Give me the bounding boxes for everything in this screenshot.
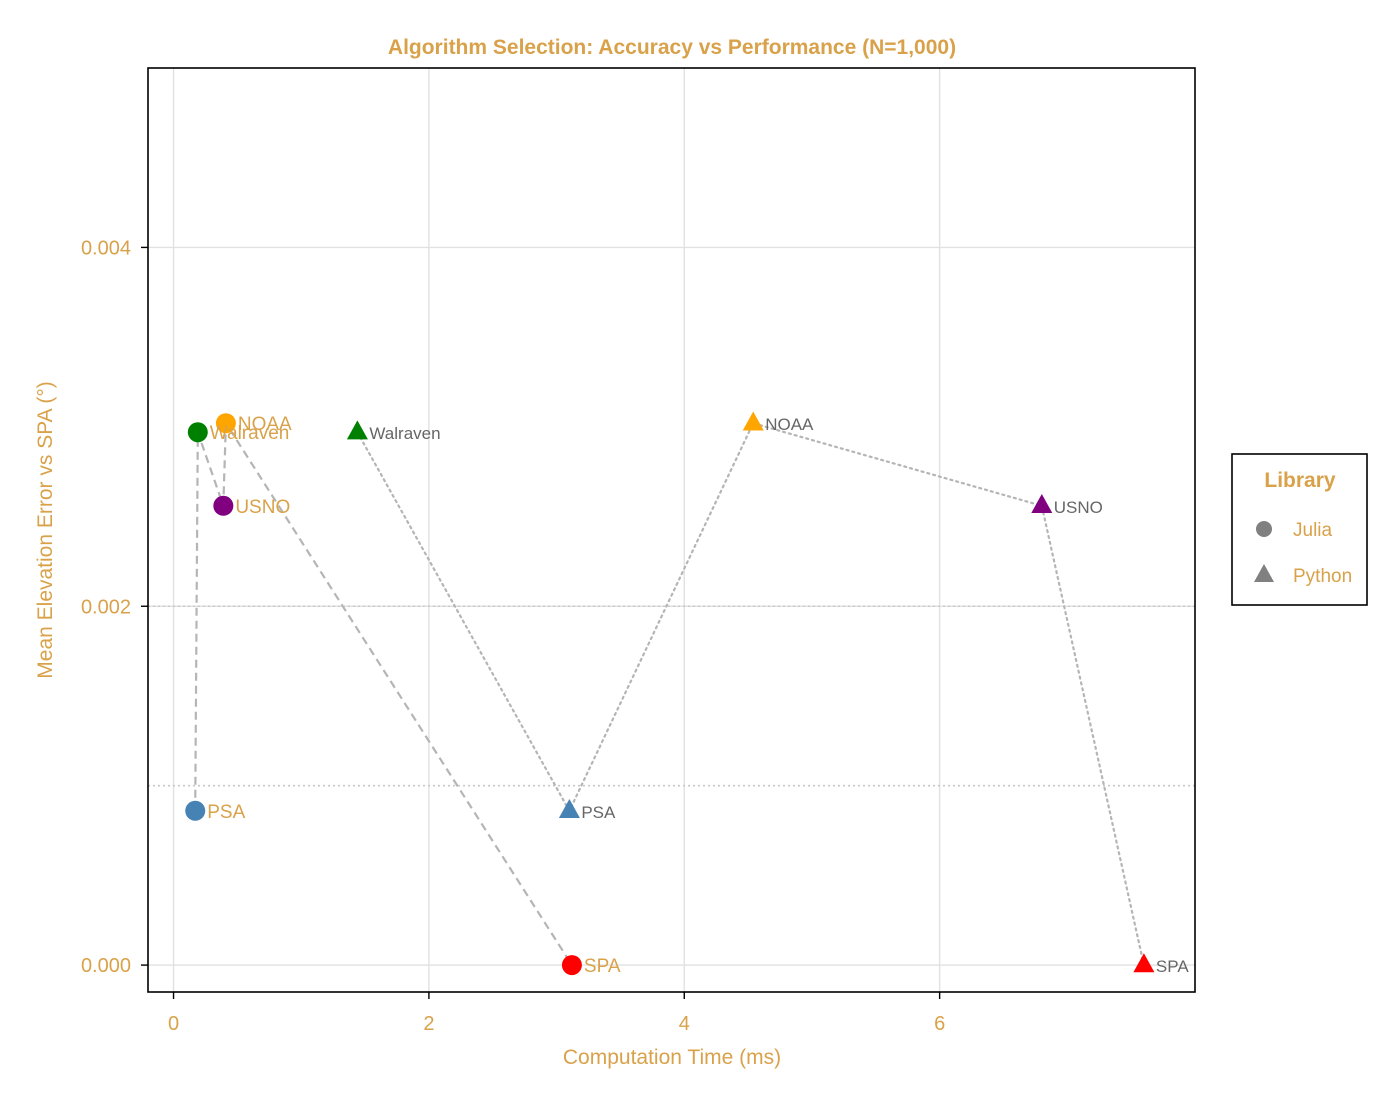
- y-tick-label: 0.000: [81, 955, 131, 977]
- marker-julia-usno: [213, 495, 234, 516]
- legend-label-python: Python: [1293, 566, 1352, 587]
- marker-python-psa: [558, 799, 580, 818]
- marker-layer: [185, 411, 1155, 976]
- y-tick-label: 0.002: [81, 596, 131, 618]
- plot-frame: [147, 67, 1196, 993]
- point-label-python-walraven: Walraven: [369, 424, 440, 443]
- y-tick-label: 0.004: [81, 237, 131, 259]
- legend-label-julia: Julia: [1293, 520, 1333, 541]
- point-label-julia-walraven: Walraven: [210, 423, 290, 444]
- point-label-julia-spa: SPA: [584, 956, 621, 977]
- x-axis-title: Computation Time (ms): [563, 1046, 781, 1069]
- marker-julia-spa: [561, 955, 582, 976]
- x-tick-label: 6: [934, 1013, 945, 1035]
- x-tick-label: 0: [168, 1013, 179, 1035]
- x-tick-label: 2: [423, 1013, 434, 1035]
- point-label-layer: PSA Walraven USNO NOAA SPA Walraven PSA NOAA USN…: [207, 414, 1189, 977]
- point-label-python-noaa: NOAA: [765, 415, 814, 434]
- grid-layer: [148, 68, 1195, 992]
- chart-title: Algorithm Selection: Accuracy vs Perform…: [388, 36, 956, 59]
- marker-julia-noaa: [215, 413, 236, 434]
- point-label-python-spa: SPA: [1156, 957, 1189, 976]
- point-label-python-psa: PSA: [581, 803, 616, 822]
- point-label-python-usno: USNO: [1054, 498, 1103, 517]
- point-label-julia-psa: PSA: [207, 802, 245, 823]
- y-axis-title: Mean Elevation Error vs SPA (°): [34, 381, 57, 678]
- connector-python: [356, 421, 1146, 967]
- marker-python-walraven: [346, 420, 368, 440]
- marker-python-spa: [1133, 953, 1155, 973]
- marker-julia-walraven: [187, 422, 208, 443]
- point-label-julia-noaa: NOAA: [238, 414, 292, 435]
- point-label-julia-usno: USNO: [235, 497, 290, 518]
- x-tick-label: 4: [679, 1013, 690, 1035]
- marker-python-usno: [1031, 494, 1053, 513]
- legend-circle-marker: [1256, 521, 1272, 537]
- legend-triangle-marker: [1254, 564, 1274, 582]
- tick-layer: 0 2 4 6 0.000 0.002 0.004: [81, 237, 945, 1035]
- legend: Library Julia Python: [1231, 453, 1368, 606]
- marker-julia-psa: [185, 800, 206, 821]
- legend-title: Library: [1264, 469, 1336, 492]
- marker-python-noaa: [742, 411, 764, 431]
- legend-box: [1231, 453, 1368, 606]
